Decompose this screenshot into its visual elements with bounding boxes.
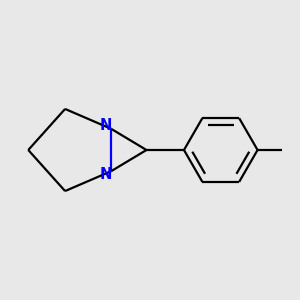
Text: N: N: [99, 118, 112, 134]
Text: N: N: [99, 167, 112, 182]
